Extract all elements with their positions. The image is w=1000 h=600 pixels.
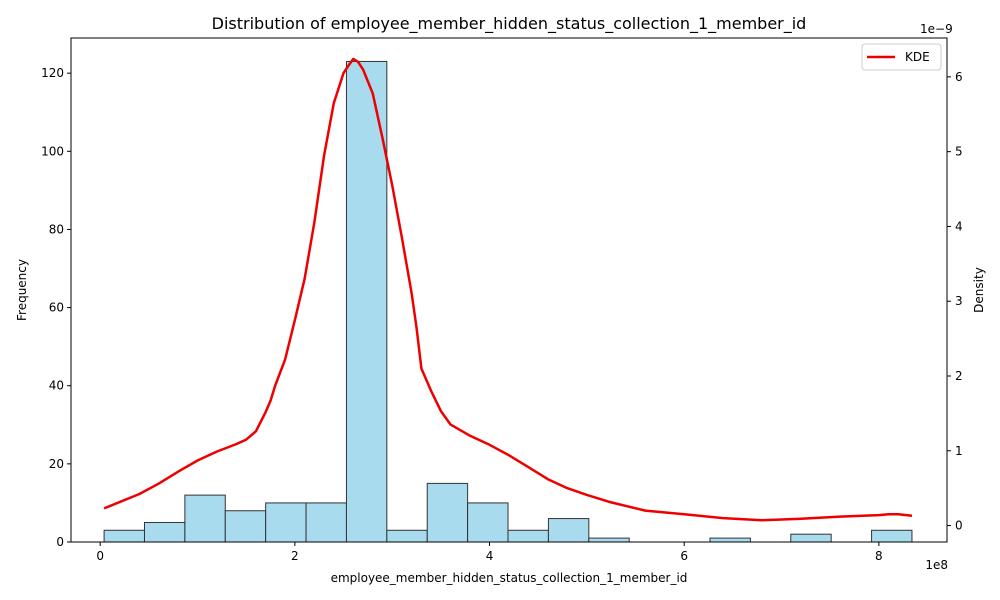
y-tick-label: 80 bbox=[49, 222, 64, 236]
histogram-bar bbox=[143, 521, 186, 543]
y2-tick-label: 3 bbox=[955, 294, 963, 308]
y-tick-label: 100 bbox=[41, 144, 64, 158]
histogram-bar bbox=[386, 529, 428, 543]
histogram-bar bbox=[547, 518, 590, 543]
y2-tick-label: 4 bbox=[955, 219, 963, 233]
histogram-bar bbox=[103, 529, 145, 543]
histogram-bar bbox=[265, 502, 307, 543]
histogram-bar bbox=[305, 502, 347, 543]
legend-box bbox=[861, 43, 942, 71]
legend-kde-label: KDE bbox=[905, 50, 930, 64]
histogram-bar bbox=[184, 494, 226, 543]
legend: KDE bbox=[861, 43, 942, 71]
plot-frame bbox=[70, 37, 948, 543]
y2-tick-label: 0 bbox=[955, 519, 963, 533]
y-tick-label: 0 bbox=[56, 535, 64, 549]
kde-curve bbox=[103, 57, 913, 522]
histogram-bars bbox=[103, 60, 913, 543]
histogram-bar bbox=[224, 510, 267, 543]
histogram-bar bbox=[588, 537, 630, 543]
histogram-bar bbox=[507, 529, 549, 543]
y2-tick-label: 6 bbox=[955, 70, 963, 84]
x-tick-label: 2 bbox=[291, 549, 299, 563]
y2-tick-label: 2 bbox=[955, 369, 963, 383]
histogram-bar bbox=[426, 482, 469, 543]
histogram-bar bbox=[871, 529, 913, 543]
y-tick-label: 40 bbox=[49, 379, 64, 393]
x-axis-label: employee_member_hidden_status_collection… bbox=[331, 571, 688, 585]
x-tick-label: 6 bbox=[680, 549, 688, 563]
x-tick-label: 4 bbox=[486, 549, 494, 563]
x-tick-label: 8 bbox=[875, 549, 883, 563]
x-axis-scale-label: 1e8 bbox=[925, 558, 948, 572]
y2-axis-scale-label: 1e−9 bbox=[920, 22, 953, 36]
y2-axis-label: Density bbox=[972, 267, 986, 313]
chart-title: Distribution of employee_member_hidden_s… bbox=[212, 14, 807, 34]
histogram-bar bbox=[790, 533, 832, 543]
x-tick-label: 0 bbox=[96, 549, 104, 563]
histogram-bar bbox=[709, 537, 751, 543]
y-tick-label: 60 bbox=[49, 301, 64, 315]
kde-line bbox=[103, 57, 913, 522]
y-axis-label: Frequency bbox=[15, 259, 29, 321]
y-tick-label: 120 bbox=[41, 66, 64, 80]
histogram-bar bbox=[467, 502, 509, 543]
y2-tick-label: 1 bbox=[955, 444, 963, 458]
histogram-bar bbox=[345, 60, 388, 543]
y2-tick-label: 5 bbox=[955, 145, 963, 159]
y-tick-label: 20 bbox=[49, 457, 64, 471]
